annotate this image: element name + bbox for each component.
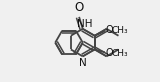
Text: CH₃: CH₃ xyxy=(111,49,128,58)
Text: O: O xyxy=(74,1,84,14)
Text: CH₃: CH₃ xyxy=(111,26,128,35)
Text: O: O xyxy=(106,48,113,58)
Text: NH: NH xyxy=(77,19,92,29)
Text: N: N xyxy=(79,58,87,68)
Text: O: O xyxy=(106,25,113,35)
